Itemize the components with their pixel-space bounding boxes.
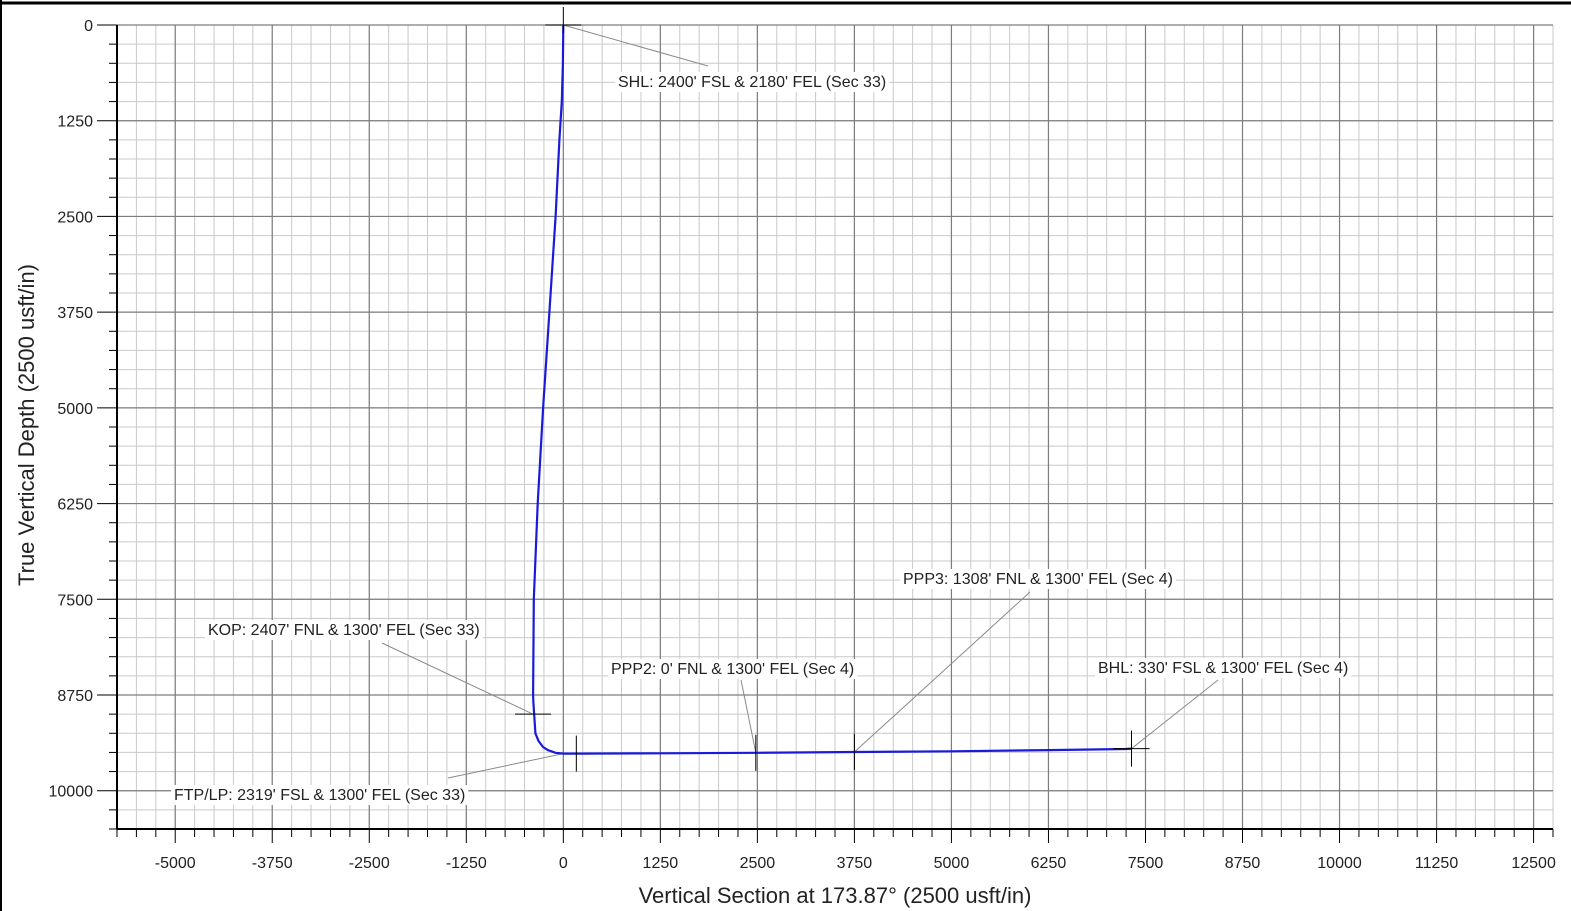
x-tick-label: -2500	[349, 855, 390, 872]
x-tick-label: -1250	[446, 855, 487, 872]
annotation-shl-label-bg	[615, 72, 890, 92]
annotation-leaders	[381, 24, 1219, 779]
x-tick-label: -3750	[252, 855, 293, 872]
series-layer	[531, 24, 1132, 755]
point-markers	[515, 7, 1150, 772]
annotation-labels: SHL: 2400' FSL & 2180' FEL (Sec 33) KOP: …	[171, 72, 1352, 805]
annotation-bhl-label: BHL: 330' FSL & 1300' FEL (Sec 4)	[1098, 660, 1348, 677]
x-axis-title: Vertical Section at 173.87° (2500 usft/i…	[639, 883, 1032, 908]
minor-grid	[116, 24, 1554, 830]
y-tick-label: 0	[84, 18, 93, 35]
annotation-bhl-label-bg	[1095, 658, 1352, 678]
axes	[97, 24, 1554, 843]
y-axis-title: True Vertical Depth (2500 usft/in)	[14, 264, 39, 586]
annotation-ppp2-label: PPP2: 0' FNL & 1300' FEL (Sec 4)	[611, 661, 854, 678]
y-tick-label: 3750	[57, 305, 93, 322]
annotation-ftp-lp-label: FTP/LP: 2319' FSL & 1300' FEL (Sec 33)	[174, 787, 465, 804]
x-tick-label: 10000	[1317, 855, 1362, 872]
y-tick-label: 6250	[57, 497, 93, 514]
annotation-kop-label: KOP: 2407' FNL & 1300' FEL (Sec 33)	[208, 622, 480, 639]
annotation-ppp2-leader	[740, 679, 757, 753]
y-tick-label: 7500	[57, 592, 93, 609]
x-tick-label: 12500	[1511, 855, 1556, 872]
annotation-ppp2-label-bg	[608, 659, 858, 679]
major-grid	[117, 24, 1553, 829]
y-tick-label: 5000	[57, 401, 93, 418]
y-tick-label: 8750	[57, 688, 93, 705]
tick-labels: -5000 -3750 -2500 -1250 0 1250 2500 3750 5000 625…	[49, 18, 1556, 872]
y-tick-label: 2500	[57, 209, 93, 226]
y-tick-label: 1250	[57, 114, 93, 131]
annotation-shl-label: SHL: 2400' FSL & 2180' FEL (Sec 33)	[618, 74, 886, 91]
annotation-ftp-lp-leader	[447, 753, 564, 779]
x-tick-label: 0	[559, 855, 568, 872]
x-tick-label: 3750	[837, 855, 873, 872]
y-tick-label: 10000	[49, 784, 94, 801]
annotation-ppp3-leader	[854, 591, 1031, 753]
x-tick-label: 5000	[934, 855, 970, 872]
x-tick-label: 1250	[643, 855, 679, 872]
annotation-ppp3-label: PPP3: 1308' FNL & 1300' FEL (Sec 4)	[903, 571, 1173, 588]
annotation-ftp-lp-label-bg	[171, 785, 469, 805]
annotation-ppp3-label-bg	[900, 569, 1176, 589]
annotation-kop-label-bg	[205, 620, 483, 640]
annotation-bhl-leader	[1131, 679, 1219, 749]
x-tick-label: 2500	[740, 855, 776, 872]
x-tick-label: 6250	[1031, 855, 1067, 872]
x-tick-label: 11250	[1415, 855, 1458, 872]
x-tick-label: -5000	[155, 855, 196, 872]
annotation-shl-leader	[563, 24, 709, 67]
x-tick-label: 7500	[1128, 855, 1164, 872]
well-path-line	[531, 24, 1132, 755]
annotation-kop-leader	[381, 642, 534, 715]
x-tick-label: 8750	[1225, 855, 1261, 872]
